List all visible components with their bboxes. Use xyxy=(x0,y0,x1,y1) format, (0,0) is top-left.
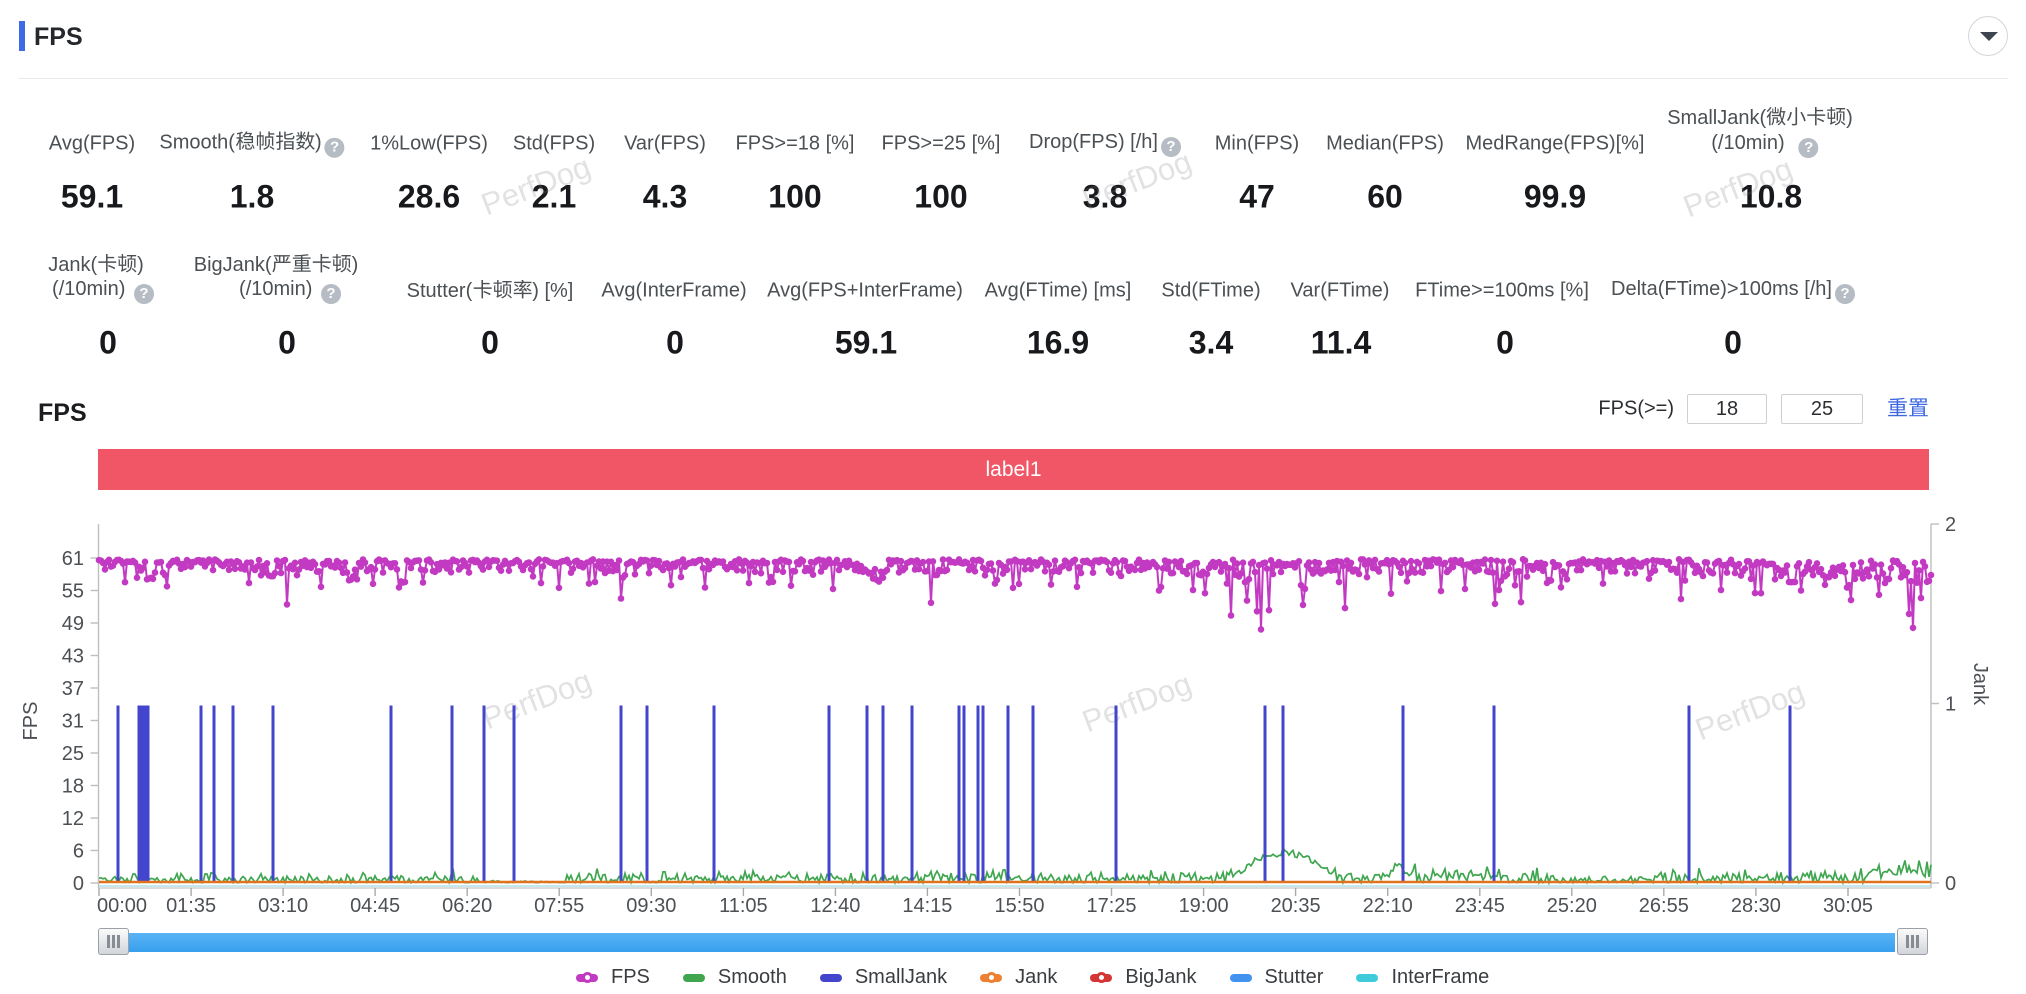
svg-text:12: 12 xyxy=(62,808,84,830)
svg-text:18: 18 xyxy=(62,776,84,798)
svg-text:2: 2 xyxy=(1945,514,1956,536)
svg-text:19:00: 19:00 xyxy=(1179,895,1229,917)
svg-text:17:25: 17:25 xyxy=(1086,895,1136,917)
svg-text:25:20: 25:20 xyxy=(1547,895,1597,917)
svg-text:06:20: 06:20 xyxy=(442,895,492,917)
svg-text:00:00: 00:00 xyxy=(97,895,147,917)
svg-text:09:30: 09:30 xyxy=(626,895,676,917)
svg-text:37: 37 xyxy=(62,678,84,700)
svg-text:15:50: 15:50 xyxy=(994,895,1044,917)
svg-text:01:35: 01:35 xyxy=(166,895,216,917)
svg-text:25: 25 xyxy=(62,743,84,765)
svg-text:55: 55 xyxy=(62,581,84,603)
svg-text:12:40: 12:40 xyxy=(810,895,860,917)
svg-text:14:15: 14:15 xyxy=(902,895,952,917)
svg-text:43: 43 xyxy=(62,646,84,668)
svg-text:30:05: 30:05 xyxy=(1823,895,1873,917)
svg-text:23:45: 23:45 xyxy=(1455,895,1505,917)
svg-text:04:45: 04:45 xyxy=(350,895,400,917)
svg-text:31: 31 xyxy=(62,711,84,733)
svg-text:0: 0 xyxy=(73,873,84,895)
svg-text:6: 6 xyxy=(73,841,84,863)
svg-text:0: 0 xyxy=(1945,873,1956,895)
svg-text:22:10: 22:10 xyxy=(1363,895,1413,917)
svg-text:20:35: 20:35 xyxy=(1271,895,1321,917)
svg-text:28:30: 28:30 xyxy=(1731,895,1781,917)
svg-text:26:55: 26:55 xyxy=(1639,895,1689,917)
svg-text:61: 61 xyxy=(62,548,84,570)
svg-text:FPS: FPS xyxy=(20,702,42,741)
svg-text:49: 49 xyxy=(62,613,84,635)
svg-text:1: 1 xyxy=(1945,694,1956,716)
svg-text:07:55: 07:55 xyxy=(534,895,584,917)
svg-text:03:10: 03:10 xyxy=(258,895,308,917)
svg-text:11:05: 11:05 xyxy=(719,895,768,917)
svg-text:Jank: Jank xyxy=(1969,663,1991,706)
